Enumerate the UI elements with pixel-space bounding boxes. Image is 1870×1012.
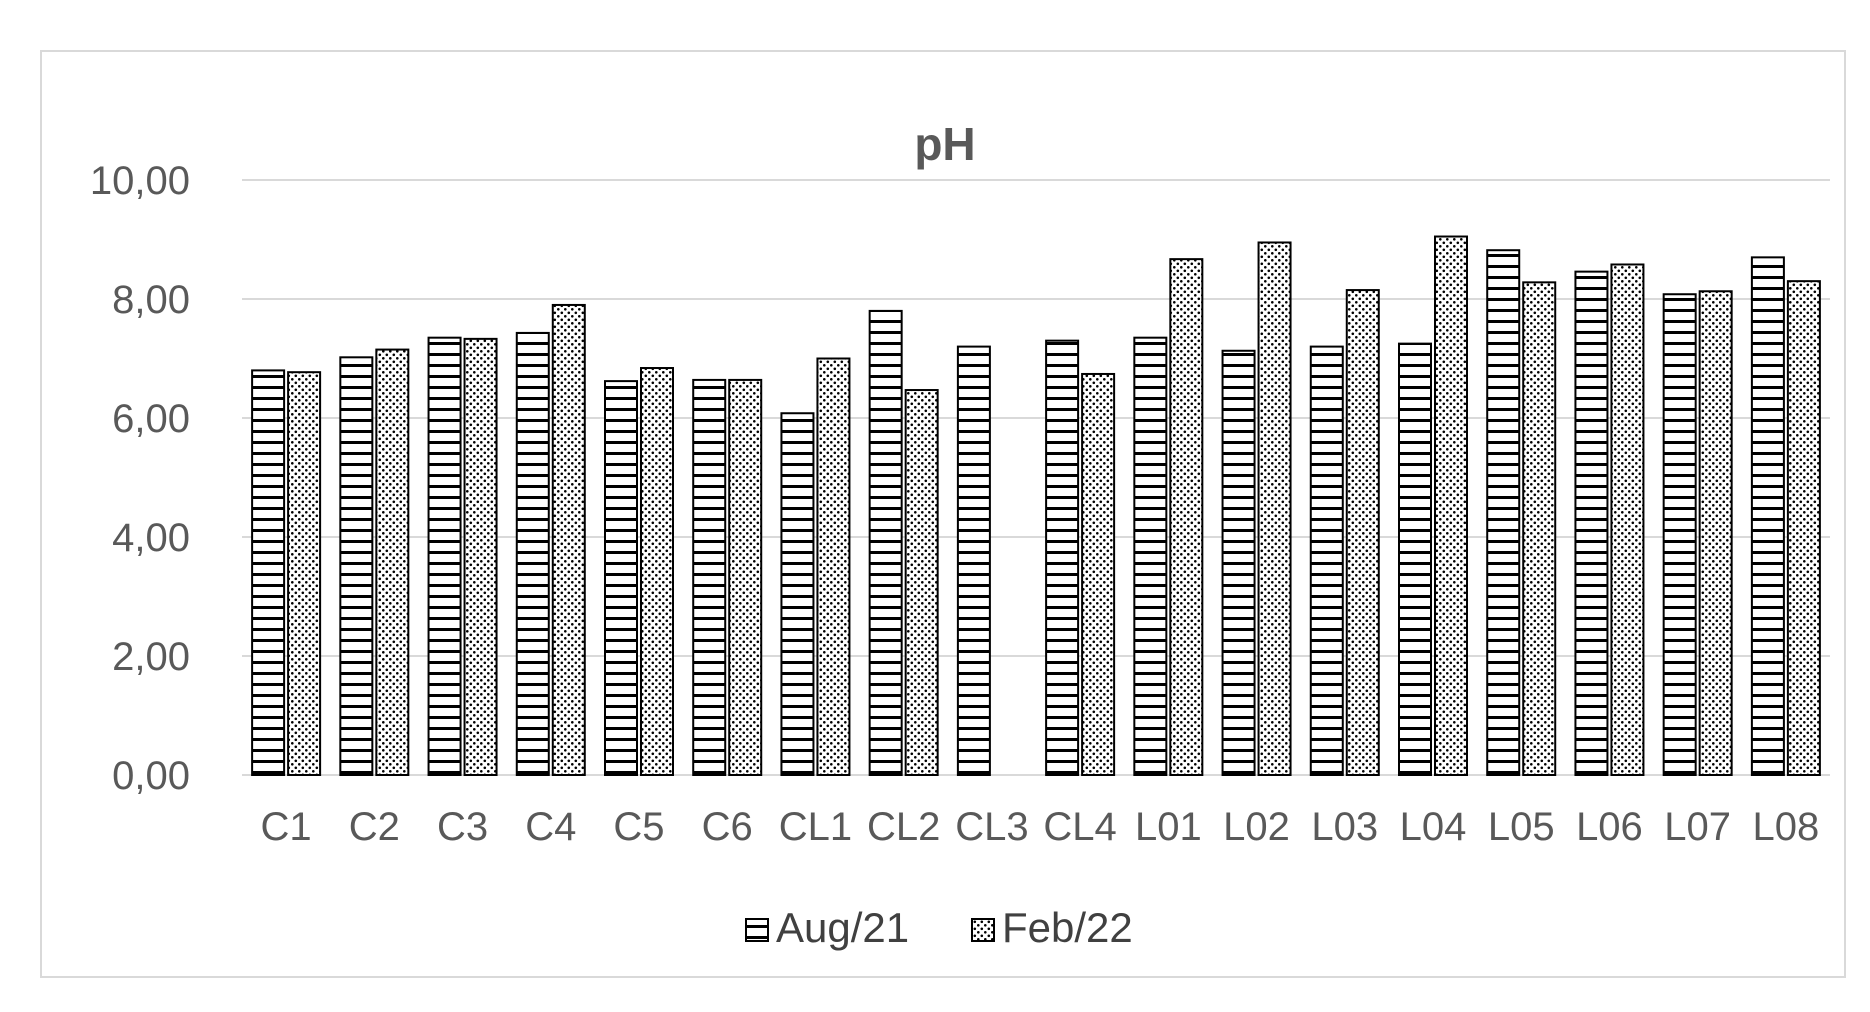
legend-swatch-feb22 xyxy=(971,918,995,942)
bar-feb22-l07 xyxy=(1698,290,1733,776)
bar-aug21-l05 xyxy=(1486,249,1521,776)
bar-aug21-c6 xyxy=(692,378,727,776)
bar-aug21-l01 xyxy=(1133,336,1168,776)
legend-label-aug21: Aug/21 xyxy=(776,904,909,951)
bar-feb22-l03 xyxy=(1345,289,1380,776)
bar-feb22-cl1 xyxy=(816,357,851,776)
x-tick-label: CL4 xyxy=(1043,805,1116,849)
bar-aug21-c3 xyxy=(427,336,462,776)
legend-swatch-aug21 xyxy=(745,918,769,942)
bar-aug21-l04 xyxy=(1398,342,1432,776)
legend: Aug/21 Feb/22 xyxy=(745,904,1133,951)
y-tick-label: 2,00 xyxy=(112,635,190,679)
x-axis-ticks: C1 C2 C3 C4 C5 C6 CL1 CL2 CL3 CL4 L01 L02 L03 L04 L05 L… xyxy=(261,805,1820,849)
bar-feb22-cl2 xyxy=(904,389,939,776)
chart-title: pH xyxy=(914,118,975,170)
bar-aug21-c2 xyxy=(339,356,374,776)
x-tick-label: C5 xyxy=(613,805,664,849)
bar-feb22-l02 xyxy=(1257,241,1292,777)
x-tick-label: L05 xyxy=(1488,805,1555,849)
bar-aug21-cl3 xyxy=(956,345,991,776)
bar-aug21-cl1 xyxy=(780,412,815,776)
y-tick-label: 4,00 xyxy=(112,516,190,560)
x-tick-label: L04 xyxy=(1400,805,1467,849)
bar-feb22-l01 xyxy=(1169,258,1204,776)
x-tick-label: C2 xyxy=(349,805,400,849)
bar-feb22-l05 xyxy=(1522,281,1557,776)
chart-frame: pH 0,00 2,00 4,00 6,00 8,00 10,00 C1 C2 C3 C4 C5 C… xyxy=(40,50,1846,978)
x-tick-label: L08 xyxy=(1753,805,1820,849)
bar-aug21-c1 xyxy=(251,369,286,776)
x-tick-label: L06 xyxy=(1576,805,1643,849)
bar-feb22-l08 xyxy=(1786,280,1821,776)
bar-feb22-c6 xyxy=(728,378,763,776)
x-tick-label: C3 xyxy=(437,805,488,849)
x-tick-label: C1 xyxy=(261,805,312,849)
x-tick-label: L01 xyxy=(1135,805,1202,849)
x-tick-label: L07 xyxy=(1664,805,1731,849)
gridlines xyxy=(242,179,1830,776)
bar-aug21-l06 xyxy=(1574,270,1609,776)
y-tick-label: 6,00 xyxy=(112,397,190,441)
bar-feb22-c2 xyxy=(375,348,410,776)
bar-aug21-c4 xyxy=(515,331,550,776)
bar-feb22-c4 xyxy=(551,303,586,776)
bar-feb22-c1 xyxy=(287,371,322,776)
y-tick-label: 10,00 xyxy=(90,159,190,203)
x-tick-label: CL1 xyxy=(779,805,852,849)
x-tick-label: CL3 xyxy=(955,805,1028,849)
bar-aug21-l08 xyxy=(1750,256,1785,777)
bar-feb22-cl4 xyxy=(1081,372,1116,776)
bar-feb22-c5 xyxy=(640,367,674,776)
bars xyxy=(251,235,1821,777)
bar-aug21-l03 xyxy=(1309,345,1344,776)
legend-label-feb22: Feb/22 xyxy=(1002,904,1133,951)
x-tick-label: C6 xyxy=(702,805,753,849)
x-tick-label: L02 xyxy=(1223,805,1290,849)
y-axis-ticks: 0,00 2,00 4,00 6,00 8,00 10,00 xyxy=(90,159,190,798)
bar-feb22-c3 xyxy=(463,337,498,776)
x-tick-label: L03 xyxy=(1311,805,1378,849)
bar-aug21-l02 xyxy=(1221,349,1256,776)
bar-aug21-c5 xyxy=(604,380,638,776)
x-tick-label: CL2 xyxy=(867,805,940,849)
bar-aug21-cl2 xyxy=(868,309,903,776)
bar-aug21-l07 xyxy=(1662,293,1697,777)
y-tick-label: 0,00 xyxy=(112,754,190,798)
bar-feb22-l04 xyxy=(1434,235,1468,776)
bar-feb22-l06 xyxy=(1610,263,1645,777)
x-tick-label: C4 xyxy=(525,805,576,849)
bar-aug21-cl4 xyxy=(1045,339,1080,776)
y-tick-label: 8,00 xyxy=(112,278,190,322)
